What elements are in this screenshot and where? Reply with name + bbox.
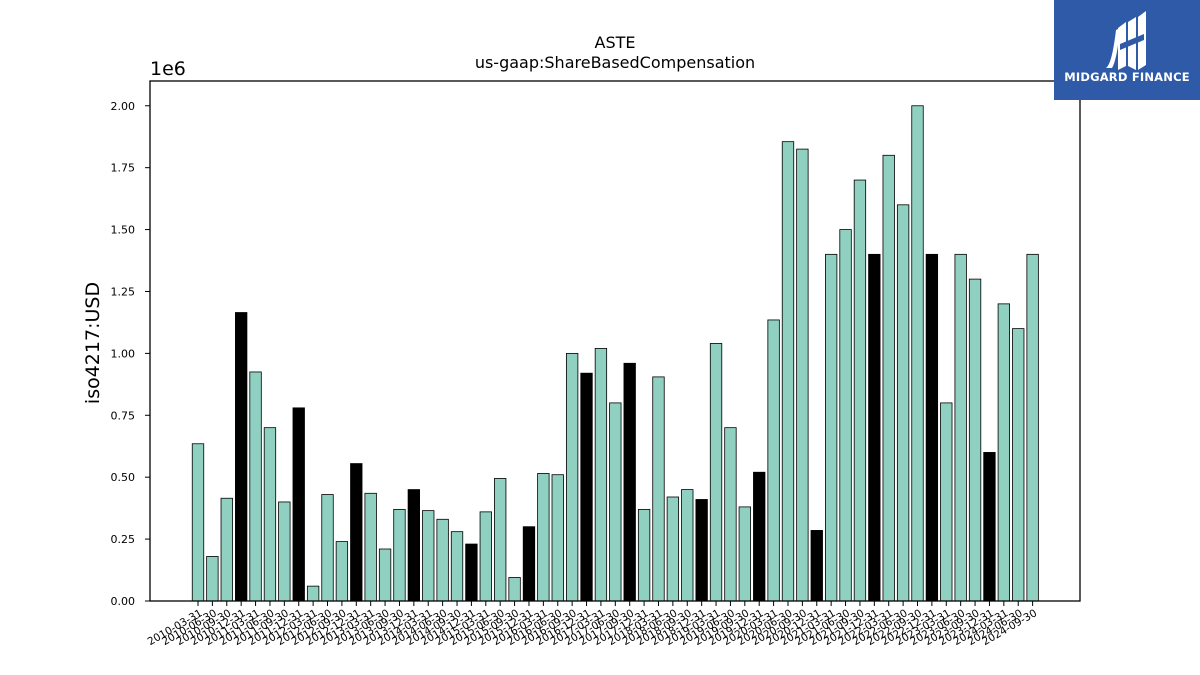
bar-2018-06-30 xyxy=(666,496,680,602)
bar-2015-03-31 xyxy=(479,511,492,602)
bar-2017-03-31 xyxy=(594,348,608,602)
bar-2020-09-30 xyxy=(796,148,809,602)
y-tick-label: 2.00 xyxy=(111,100,136,113)
logo-text: MIDGARD FINANCE xyxy=(1064,70,1190,84)
bar-2021-06-30 xyxy=(839,229,852,602)
bar-2017-09-30 xyxy=(623,362,636,602)
bar-2014-12-31 xyxy=(465,543,478,602)
bar-2015-06-30 xyxy=(494,478,507,602)
bar-2023-03-31 xyxy=(940,402,953,602)
bar-2011-12-31 xyxy=(292,407,305,602)
chart-subtitle: us-gaap:ShareBasedCompensation xyxy=(475,53,755,72)
bar-2019-06-30 xyxy=(724,427,737,602)
bar-2015-12-31 xyxy=(522,526,536,602)
bar-2010-06-30 xyxy=(206,556,219,602)
bar-2024-06-30 xyxy=(1012,328,1025,602)
bar-2020-03-31 xyxy=(767,319,780,602)
bar-2012-03-31 xyxy=(306,585,320,602)
bar-2022-09-30 xyxy=(911,105,924,602)
y-tick-label: 0.25 xyxy=(111,533,136,546)
midgard-logo-icon xyxy=(1106,11,1146,70)
bar-2019-09-30 xyxy=(738,506,751,602)
bar-2012-12-31 xyxy=(350,463,363,602)
bar-2023-06-30 xyxy=(954,253,967,602)
bar-2011-09-30 xyxy=(278,501,291,602)
y-tick-label: 0.75 xyxy=(111,409,136,422)
bar-2012-06-30 xyxy=(321,494,334,602)
bar-2011-03-31 xyxy=(249,371,262,602)
bar-2018-09-30 xyxy=(681,489,694,602)
bar-2013-09-30 xyxy=(393,508,406,602)
bar-2018-03-31 xyxy=(652,376,665,602)
bar-2020-06-30 xyxy=(781,141,795,602)
bar-2023-12-31 xyxy=(983,452,996,602)
bar-2022-06-30 xyxy=(896,204,910,602)
midgard-finance-logo: MIDGARD FINANCE xyxy=(1054,0,1200,100)
bar-2024-03-31 xyxy=(997,303,1010,602)
bar-2014-09-30 xyxy=(450,531,464,602)
bar-2013-06-30 xyxy=(378,548,392,602)
bar-2016-12-31 xyxy=(580,372,593,602)
bar-2010-12-31 xyxy=(235,312,248,602)
y-tick-label: 1.50 xyxy=(111,224,136,237)
plot-frame xyxy=(149,80,1081,602)
y-tick-label: 1.00 xyxy=(111,347,136,360)
bar-2023-09-30 xyxy=(968,278,982,602)
chart-title: ASTE xyxy=(595,33,636,52)
bar-2010-03-31 xyxy=(191,443,205,602)
bar-2013-03-31 xyxy=(364,492,377,602)
bar-2015-09-30 xyxy=(508,577,521,602)
bar-2022-12-31 xyxy=(925,253,939,602)
y-tick-label: 1.25 xyxy=(111,285,136,298)
bar-2024-09-30 xyxy=(1026,253,1039,602)
bar-2012-09-30 xyxy=(335,541,349,602)
bar-2016-09-30 xyxy=(565,352,579,602)
bar-2016-06-30 xyxy=(551,474,564,602)
bar-2021-09-30 xyxy=(853,179,867,602)
bar-2021-03-31 xyxy=(825,253,838,602)
bar-2014-03-31 xyxy=(422,510,435,602)
bar-2021-12-31 xyxy=(868,253,881,602)
bar-2010-09-30 xyxy=(220,497,233,602)
bar-2019-12-31 xyxy=(753,471,766,602)
bar-2013-12-31 xyxy=(407,489,421,602)
bar-2011-06-30 xyxy=(263,427,277,602)
bar-2014-06-30 xyxy=(436,518,449,602)
x-axis-ticks: 2010-03-312010-06-302010-09-302010-12-31… xyxy=(146,601,1039,648)
bar-2018-12-31 xyxy=(695,499,708,602)
bar-2022-03-31 xyxy=(882,154,895,602)
y-scale-label: 1e6 xyxy=(150,58,186,80)
bar-2016-03-31 xyxy=(537,473,550,602)
bar-2019-03-31 xyxy=(709,343,723,602)
y-axis-label: iso4217:USD xyxy=(82,282,104,404)
y-tick-label: 1.75 xyxy=(111,162,136,175)
y-tick-label: 0.00 xyxy=(111,595,136,608)
y-axis-ticks: 0.00 0.25 0.50 0.75 1.00 1.25 1.50 1.75 2.00 xyxy=(111,100,150,608)
bars-group xyxy=(191,105,1039,602)
bar-2017-12-31 xyxy=(637,508,651,602)
bar-2020-12-31 xyxy=(810,530,823,602)
y-tick-label: 0.50 xyxy=(111,471,136,484)
bar-2017-06-30 xyxy=(609,402,622,602)
